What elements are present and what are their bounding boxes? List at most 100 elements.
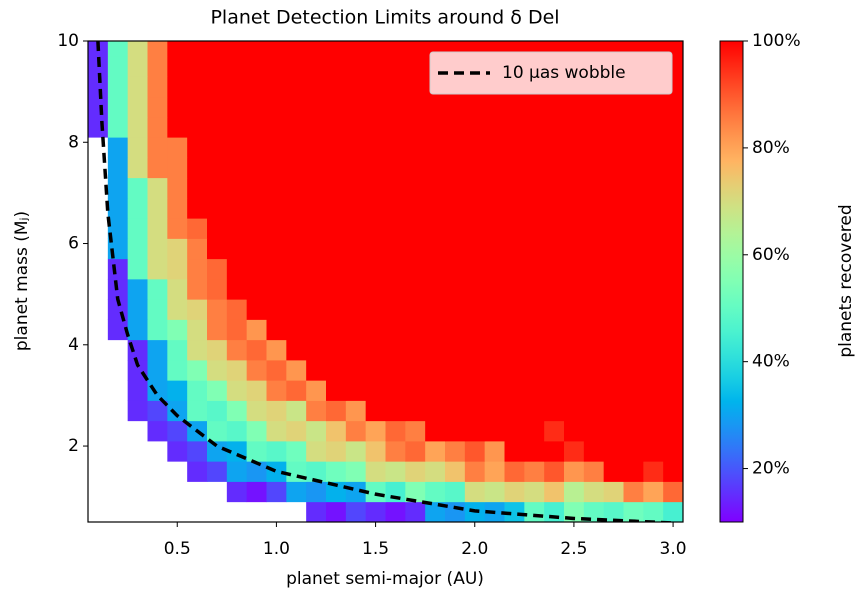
heatmap-cell xyxy=(365,238,386,260)
heatmap-cell xyxy=(603,157,624,179)
heatmap-cell xyxy=(663,116,683,138)
heatmap-cell xyxy=(445,501,466,522)
heatmap-cell xyxy=(603,359,624,381)
heatmap-cell xyxy=(266,481,287,503)
heatmap-cell xyxy=(226,197,248,219)
wobble-curve xyxy=(96,41,674,522)
heatmap-cell xyxy=(643,339,664,361)
heatmap-cell xyxy=(445,238,466,260)
heatmap-cell xyxy=(207,400,228,422)
heatmap-cell xyxy=(266,258,287,280)
heatmap-cell xyxy=(524,380,545,401)
heatmap-cell xyxy=(643,400,664,422)
heatmap-cell xyxy=(623,339,644,361)
heatmap-cell xyxy=(425,359,446,381)
heatmap-cell xyxy=(207,116,228,138)
heatmap-cell xyxy=(663,359,683,381)
heatmap-cell xyxy=(583,380,605,401)
heatmap-cell xyxy=(464,461,486,482)
heatmap-cell xyxy=(207,440,228,462)
heatmap-cell xyxy=(326,501,347,522)
heatmap-cell xyxy=(207,218,228,239)
heatmap-cell xyxy=(484,197,505,219)
heatmap-cell xyxy=(524,440,545,462)
heatmap-cell xyxy=(425,177,446,199)
heatmap-cell xyxy=(405,218,426,239)
heatmap-cell xyxy=(544,96,565,118)
colorbar xyxy=(719,40,744,523)
heatmap-cell xyxy=(643,380,664,401)
heatmap-cell xyxy=(504,319,525,341)
heatmap-cell xyxy=(564,218,585,239)
heatmap-cell xyxy=(187,359,208,381)
legend-label: 10 μas wobble xyxy=(502,63,626,83)
heatmap-cell xyxy=(246,56,267,77)
heatmap-cell xyxy=(326,76,347,98)
heatmap-cell xyxy=(524,218,545,239)
heatmap-cell xyxy=(147,299,168,320)
heatmap-cell xyxy=(445,461,466,482)
heatmap-cell xyxy=(405,440,426,462)
heatmap-cell xyxy=(603,116,624,138)
heatmap-cell xyxy=(603,440,624,462)
heatmap-cell xyxy=(405,359,426,381)
heatmap-cell xyxy=(147,420,168,442)
heatmap-cell xyxy=(583,440,605,462)
heatmap-cell xyxy=(167,299,188,320)
heatmap-cell xyxy=(663,339,683,361)
heatmap-cell xyxy=(405,380,426,401)
heatmap-cell xyxy=(226,461,248,482)
heatmap-cell xyxy=(167,56,188,77)
heatmap-cell xyxy=(405,400,426,422)
heatmap-cell xyxy=(544,461,565,482)
heatmap-cell xyxy=(127,380,148,401)
heatmap-cell xyxy=(345,319,367,341)
heatmap-cell xyxy=(167,258,188,280)
heatmap-cell xyxy=(187,461,208,482)
heatmap-cell xyxy=(544,137,565,158)
heatmap-cell xyxy=(306,339,327,361)
heatmap-cell xyxy=(524,319,545,341)
heatmap-cell xyxy=(107,137,129,158)
heatmap-cell xyxy=(385,137,406,158)
heatmap-cell xyxy=(365,501,386,522)
heatmap-cell xyxy=(484,137,505,158)
heatmap-cell xyxy=(167,380,188,401)
heatmap-cell xyxy=(544,400,565,422)
heatmap-cell xyxy=(524,501,545,522)
heatmap-cell xyxy=(583,116,605,138)
heatmap-cell xyxy=(266,177,287,199)
heatmap-cell xyxy=(425,380,446,401)
heatmap-cell xyxy=(564,258,585,280)
heatmap-cell xyxy=(207,359,228,381)
heatmap-cell xyxy=(623,177,644,199)
heatmap-cell xyxy=(365,116,386,138)
heatmap-cell xyxy=(484,177,505,199)
heatmap-cell xyxy=(544,380,565,401)
heatmap-cell xyxy=(464,299,486,320)
heatmap-cell xyxy=(425,400,446,422)
heatmap-cell xyxy=(326,278,347,300)
heatmap-cell xyxy=(484,238,505,260)
heatmap-cell xyxy=(306,319,327,341)
heatmap-cell xyxy=(663,137,683,158)
heatmap-cell xyxy=(345,380,367,401)
heatmap-cell xyxy=(246,258,267,280)
heatmap-cell xyxy=(385,238,406,260)
heatmap-cell xyxy=(564,400,585,422)
heatmap-cell xyxy=(187,319,208,341)
heatmap-cell xyxy=(187,157,208,179)
heatmap-cell xyxy=(385,76,406,98)
heatmap-cell xyxy=(127,76,148,98)
heatmap-cell xyxy=(544,197,565,219)
heatmap-cell xyxy=(147,177,168,199)
heatmap-cell xyxy=(147,76,168,98)
heatmap-cell xyxy=(365,278,386,300)
heatmap-cell xyxy=(564,177,585,199)
heatmap-cell xyxy=(663,177,683,199)
heatmap-cell xyxy=(187,238,208,260)
heatmap-cell xyxy=(544,177,565,199)
heatmap-cell xyxy=(663,501,683,522)
heatmap-cell xyxy=(524,420,545,442)
